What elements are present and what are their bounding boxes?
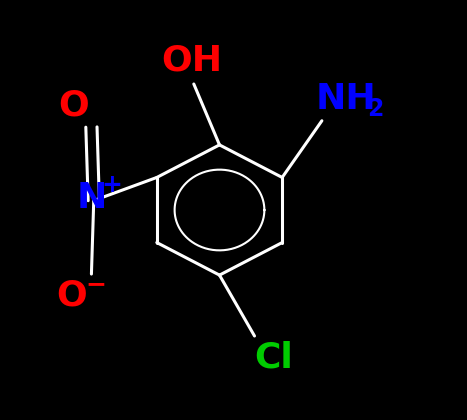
Text: 2: 2 [368,97,384,121]
Text: O: O [57,279,87,313]
Text: NH: NH [316,82,376,116]
Text: +: + [101,173,122,197]
Text: Cl: Cl [254,341,292,375]
Text: N: N [76,181,106,215]
Text: −: − [85,273,106,297]
Text: O: O [58,88,89,122]
Text: OH: OH [161,44,222,78]
